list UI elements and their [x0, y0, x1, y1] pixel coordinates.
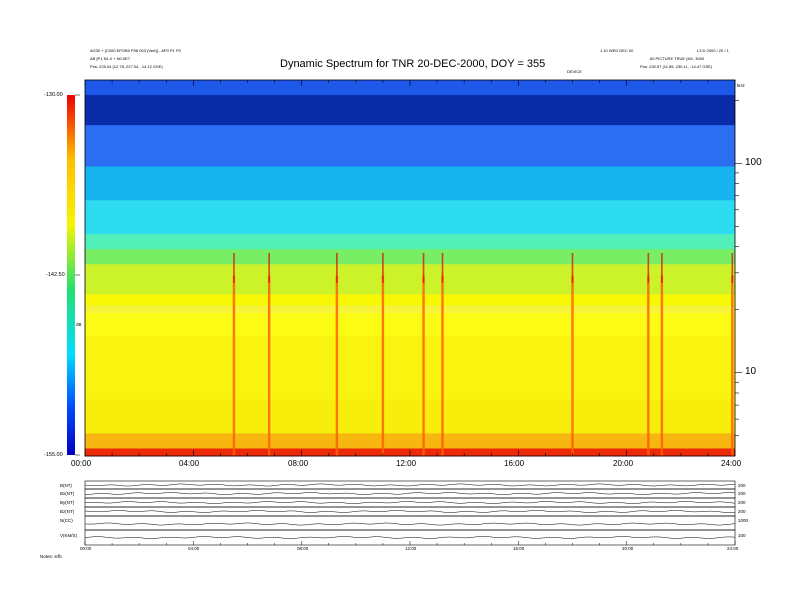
burst-event [661, 252, 663, 284]
panel-label: V(KM/S) [60, 533, 78, 538]
spectrogram-band [85, 234, 735, 250]
burst-event [335, 275, 339, 456]
x-tick-label: 04:00 [179, 459, 200, 468]
x-tick-label: 20:00 [613, 459, 634, 468]
panel-trace [84, 522, 736, 526]
y-tick-label-100: 100 [745, 157, 762, 168]
burst-event [660, 275, 664, 456]
burst-event [731, 252, 734, 284]
header-right-line2: 60 PICTURE TRUE (M1, 3000 [650, 56, 705, 61]
burst-event [647, 252, 650, 284]
burst-event [571, 252, 574, 284]
spectrogram-band [85, 294, 735, 307]
spectrogram-band [85, 313, 735, 337]
spectrogram-band [85, 264, 735, 295]
spectrogram-band [85, 305, 735, 314]
panel-trace [84, 483, 736, 487]
spectrogram-band [85, 249, 735, 265]
colorbar-tick-top: -130.00 [44, 92, 63, 98]
header-right-line1a: 1.10 WED DEC 00 [600, 48, 634, 53]
panel-scale: 1000 [738, 518, 749, 523]
panel-frame [84, 497, 736, 508]
burst-event [571, 275, 574, 456]
burst-event [647, 275, 650, 456]
colorbar-tick-bottom: -155.00 [44, 452, 63, 458]
spectrogram-band [85, 200, 735, 235]
y-axis-unit: kHz [737, 83, 745, 88]
burst-event [232, 275, 236, 456]
footer-note: Notes: srfb [40, 554, 62, 559]
spectrogram-band [85, 95, 735, 126]
burst-event [336, 252, 338, 284]
panel-scale: 200 [738, 500, 746, 505]
burst-event [267, 275, 271, 456]
colorbar-tick-mid: -142.50 [46, 272, 65, 278]
panel-x-tick: 20:00 [622, 546, 634, 551]
panel-label: Bz(NT) [60, 509, 75, 514]
burst-event [422, 275, 425, 456]
panel-trace [84, 501, 736, 504]
spectrogram-band [85, 166, 735, 201]
x-tick-label: 16:00 [504, 459, 525, 468]
panel-x-tick: 08:00 [297, 546, 309, 551]
panel-trace [84, 492, 736, 495]
burst-event [268, 252, 270, 284]
panel-x-tick: 04:00 [188, 546, 200, 551]
colorbar [67, 95, 75, 455]
x-tick-label: 00:00 [71, 459, 92, 468]
panel-x-tick: 24:00 [727, 546, 739, 551]
header-center-tag: DEVICE [567, 69, 582, 74]
panel-trace [84, 510, 736, 513]
colorbar-unit-label: dB [76, 322, 82, 327]
panel-scale: 100 [738, 533, 746, 538]
burst-event [422, 252, 425, 284]
spectrogram-band [85, 433, 735, 449]
spectrogram-band [85, 399, 735, 434]
panel-scale: 200 [738, 483, 746, 488]
burst-event [382, 252, 384, 284]
panel-x-tick: 12:00 [405, 546, 417, 551]
header-right-line3: Pos: 230.57 (11.85, 230.11, -14.47 GSE) [640, 64, 713, 69]
spectrogram [85, 80, 735, 457]
panel-scale: 200 [738, 491, 746, 496]
y-ticks [735, 99, 742, 437]
chart-title: Dynamic Spectrum for TNR 20-DEC-2000, DO… [280, 58, 546, 70]
burst-event [441, 275, 444, 456]
panel-frame [84, 480, 736, 490]
panel-label: N(CC) [60, 518, 73, 523]
panel-label: Bx(NT) [60, 491, 75, 496]
header-left-line1: AG30 + [C000 EPOB0 P08 003 (Vert)] - AP0… [90, 48, 181, 53]
burst-event [731, 275, 734, 456]
x-ticks [84, 80, 736, 456]
panel-scale: 200 [738, 509, 746, 514]
panel-x-tick: 16:00 [513, 546, 525, 551]
x-tick-label: 24:00 [721, 459, 742, 468]
panel-x-tick: 00:00 [80, 546, 92, 551]
spectrogram-band [85, 335, 735, 401]
burst-event [441, 252, 444, 284]
x-tick-label: 08:00 [288, 459, 309, 468]
spectrogram-band [85, 80, 735, 96]
panel-trace [84, 536, 736, 539]
header-right-line1b: L3 D 2000 / 20 / 1 [697, 48, 729, 53]
panel-label: B(NT) [60, 483, 72, 488]
burst-event [233, 252, 235, 284]
parameter-panels [84, 480, 736, 546]
burst-event [381, 275, 385, 456]
y-tick-label-10: 10 [745, 366, 757, 377]
header-left-line2: AB [P1 N1.0 + N0.0ET [90, 56, 131, 61]
panel-label: By(NT) [60, 500, 75, 505]
header-left-line3: Pos: 225.04 (12.78, 227.04, -14.12 GSE) [90, 64, 163, 69]
x-tick-label: 12:00 [396, 459, 417, 468]
panel-frame [84, 515, 736, 531]
spectrogram-band [85, 125, 735, 167]
